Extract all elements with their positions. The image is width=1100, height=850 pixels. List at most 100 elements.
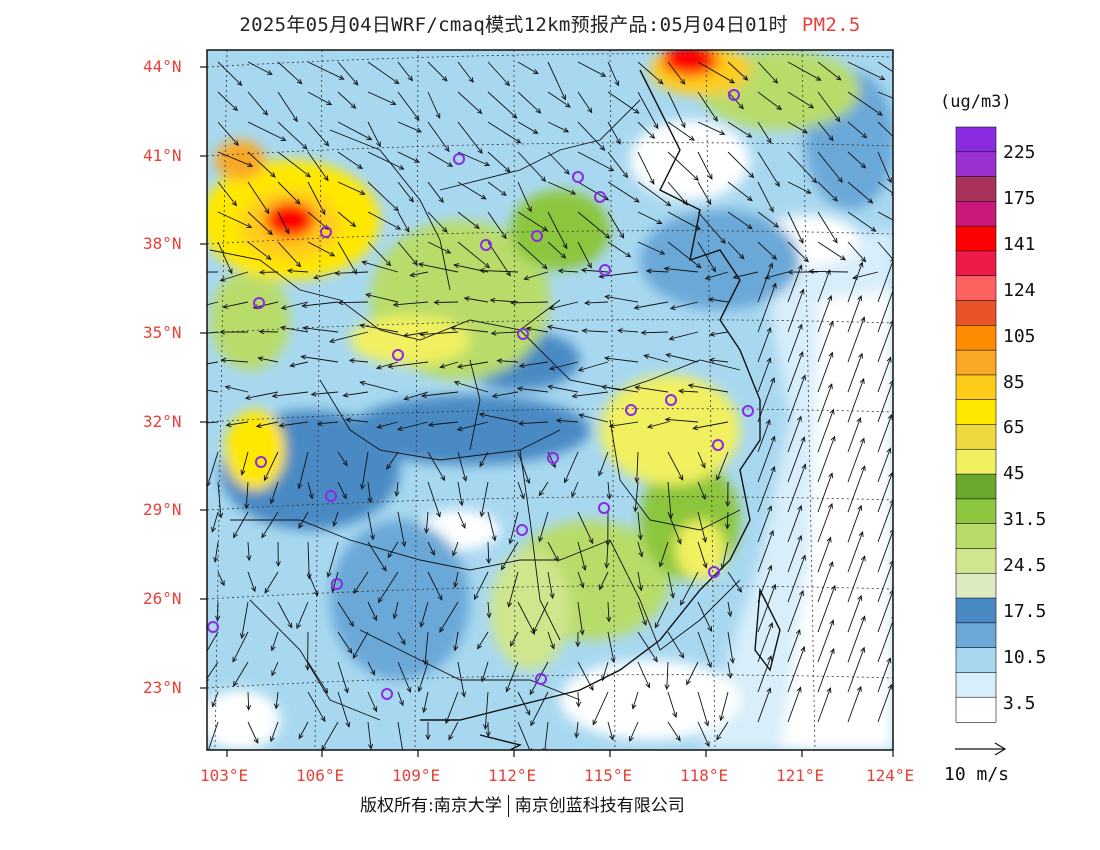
- wind-arrow: [454, 571, 459, 588]
- wind-arrow-head: [213, 556, 219, 563]
- wind-arrow: [337, 631, 353, 654]
- wind-arrow: [506, 661, 519, 692]
- wind-arrow-head: [243, 503, 250, 510]
- wind-arrow: [337, 451, 348, 466]
- wind-arrow-head: [575, 701, 582, 708]
- wind-arrow-head: [835, 116, 841, 123]
- wind-arrow: [313, 271, 339, 279]
- wind-arrow-head: [858, 531, 864, 538]
- wind-arrow: [420, 601, 429, 627]
- wind-arrow: [272, 391, 309, 397]
- wind-arrow-head: [313, 274, 319, 280]
- wind-arrow: [457, 61, 474, 83]
- wind-arrow-head: [343, 687, 349, 694]
- wind-arrow-head: [860, 256, 867, 263]
- wind-arrow: [697, 241, 716, 272]
- wind-arrow: [679, 390, 699, 393]
- wind-arrow: [577, 511, 594, 544]
- colorbar-swatch: [955, 325, 997, 351]
- wind-arrow-head: [890, 258, 893, 262]
- wind-arrow: [705, 271, 729, 280]
- wind-arrow: [277, 241, 301, 267]
- wind-arrow-head: [799, 590, 804, 597]
- legend-label: 141: [1003, 234, 1036, 255]
- wind-arrow-head: [801, 554, 806, 561]
- wind-arrow: [697, 181, 712, 205]
- wind-arrow: [667, 691, 677, 718]
- wind-arrow: [427, 541, 435, 556]
- lat-label: 44°N: [143, 57, 182, 76]
- wind-arrow-head: [856, 417, 862, 424]
- wind-arrow-head: [629, 735, 634, 742]
- wind-arrow: [817, 121, 834, 141]
- wind-arrow: [208, 721, 219, 750]
- wind-arrow-head: [224, 385, 231, 391]
- wind-arrow: [277, 601, 293, 628]
- wind-arrow: [544, 721, 549, 750]
- wind-arrow-head: [574, 732, 580, 739]
- wind-arrow: [549, 301, 579, 310]
- wind-arrow: [277, 121, 308, 150]
- wind-arrow-head: [505, 270, 511, 277]
- wind-arrow-head: [394, 491, 400, 498]
- wind-arrow: [343, 391, 369, 397]
- wind-arrow: [337, 121, 372, 141]
- wind-arrow-head: [381, 565, 387, 572]
- lon-label: 106°E: [296, 766, 345, 785]
- wind-arrow-head: [711, 266, 716, 273]
- wind-arrow-head: [298, 733, 304, 740]
- wind-arrow: [404, 391, 429, 400]
- wind-arrow: [607, 121, 621, 144]
- wind-arrow: [439, 601, 459, 633]
- wind-arrow-head: [375, 364, 382, 370]
- wind-arrow-head: [185, 364, 190, 368]
- wind-arrow: [547, 541, 559, 562]
- wind-arrow: [247, 211, 273, 235]
- wind-arrow: [427, 121, 450, 152]
- colorbar-swatch: [955, 473, 997, 500]
- wind-arrow: [727, 661, 732, 678]
- wind-arrow-head: [581, 328, 588, 334]
- wind-arrow: [847, 438, 865, 483]
- wind-arrow-head: [442, 75, 448, 82]
- lon-label: 115°E: [584, 766, 633, 785]
- wind-arrow: [817, 151, 843, 183]
- wind-arrow: [517, 691, 531, 716]
- wind-arrow: [697, 631, 712, 668]
- wind-arrow: [667, 181, 688, 206]
- wind-arrow: [207, 661, 219, 680]
- wind-arrow-head: [579, 629, 585, 636]
- colorbar-swatch: [955, 647, 997, 674]
- wind-arrow-head: [732, 274, 739, 280]
- wind-arrow: [787, 211, 804, 244]
- wind-arrow: [757, 584, 776, 633]
- wind-arrow: [607, 721, 614, 740]
- wind-arrow-head: [631, 703, 637, 710]
- wind-arrow-head: [416, 127, 423, 133]
- wind-arrow: [484, 691, 489, 730]
- wind-arrow: [397, 241, 418, 266]
- wind-arrow-head: [828, 472, 834, 479]
- wind-arrow: [607, 631, 615, 663]
- wind-arrow-head: [280, 304, 287, 310]
- wind-arrow-head: [676, 538, 682, 545]
- wind-arrow-head: [286, 268, 293, 274]
- wind-arrow-head: [462, 475, 468, 482]
- wind-arrow: [247, 151, 276, 178]
- wind-arrow: [277, 91, 298, 122]
- wind-arrow-head: [659, 249, 666, 255]
- wind-arrow-head: [368, 743, 374, 750]
- wind-arrow-head: [215, 615, 221, 622]
- wind-arrow: [365, 293, 399, 303]
- wind-arrow-head: [770, 435, 776, 442]
- wind-arrow: [817, 352, 833, 393]
- station-marker: [547, 452, 559, 464]
- wind-arrow-head: [365, 292, 372, 298]
- wind-arrow-head: [725, 501, 731, 507]
- wind-arrow: [604, 357, 639, 363]
- wind-arrow: [877, 121, 893, 138]
- wind-arrow: [727, 211, 753, 229]
- wind-arrow: [716, 721, 729, 740]
- wind-arrow-head: [342, 460, 348, 467]
- wind-arrow-head: [797, 323, 803, 330]
